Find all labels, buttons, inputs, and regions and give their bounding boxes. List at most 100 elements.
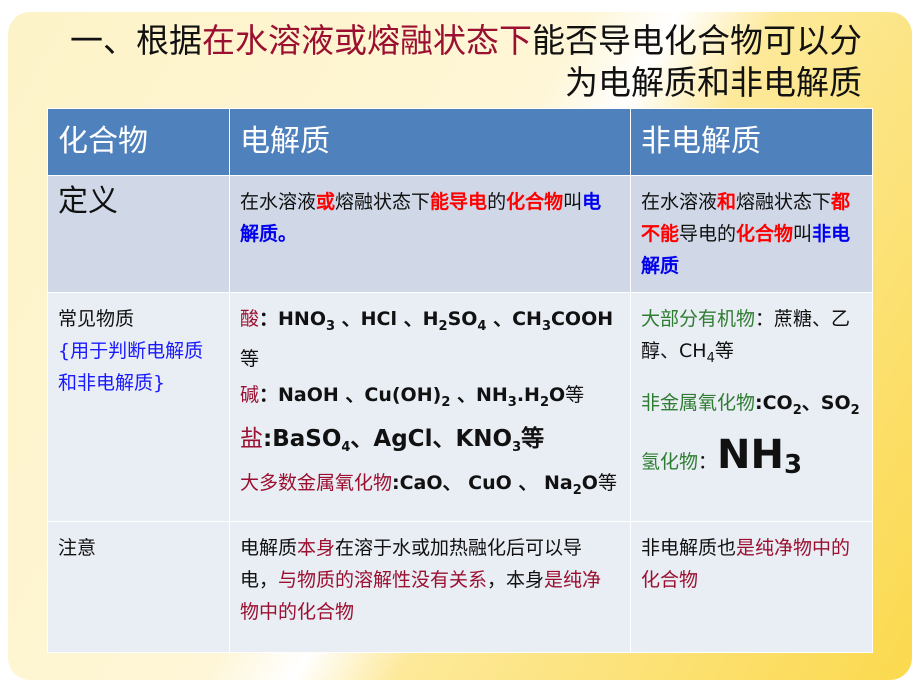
text-segment: 非电解质也 bbox=[641, 537, 737, 560]
text-segment: 2 bbox=[438, 318, 448, 334]
text-segment: O bbox=[549, 383, 566, 406]
text-segment: 电解质。 bbox=[240, 191, 602, 245]
text-segment: 能导电 bbox=[430, 191, 488, 213]
text-segment: 、SO bbox=[801, 391, 851, 414]
text-line: 盐:BaSO4、AgCl、KNO3等 bbox=[240, 423, 620, 464]
text-segment: 氢化物 bbox=[641, 450, 699, 473]
text-segment: :CO bbox=[755, 391, 793, 414]
text-segment: 碱 bbox=[240, 383, 260, 406]
text-segment: 叫 bbox=[563, 191, 583, 213]
text-segment: 2 bbox=[850, 402, 860, 418]
definition-electrolyte: 在水溶液或熔融状态下能导电的化合物叫电解质。 bbox=[229, 175, 631, 293]
text-segment: 是纯净物中的化合物 bbox=[240, 569, 602, 624]
text-segment: 熔融状态下 bbox=[335, 191, 431, 213]
text-segment: 的 bbox=[487, 191, 507, 213]
electrolyte-table: 化合物 电解质 非电解质 定义 在水溶液或熔融状态下能导电的化合物叫电解质。 在… bbox=[47, 108, 873, 654]
text-segment: 等 bbox=[240, 347, 260, 370]
text-segment: 都不能 bbox=[641, 191, 851, 245]
common-note: {用于判断电解质和非电解质} bbox=[58, 340, 204, 394]
text-segment: 等 bbox=[714, 340, 734, 362]
text-segment: 、AgCl、KNO bbox=[350, 425, 513, 452]
text-segment: 非电解质 bbox=[641, 223, 851, 277]
text-segment: ，本身 bbox=[487, 569, 545, 592]
definition-non-electrolyte: 在水溶液和熔融状态下都不能导电的化合物叫非电解质 bbox=[630, 175, 873, 293]
text-segment: 酸 bbox=[240, 308, 260, 330]
text-segment: 、NH bbox=[450, 383, 508, 406]
text-segment: 4 bbox=[706, 350, 715, 366]
text-segment: 或 bbox=[316, 191, 336, 213]
text-segment: 能否导电化合物可以分 bbox=[532, 21, 862, 60]
text-segment: 等 bbox=[597, 472, 617, 495]
text-segment: 导电的 bbox=[679, 223, 737, 245]
text-segment: 大部分有机物 bbox=[641, 308, 756, 330]
text-segment: 在水溶液 bbox=[641, 191, 718, 213]
text-segment: 4 bbox=[477, 318, 487, 334]
row-label-definition: 定义 bbox=[47, 175, 230, 293]
text-segment: 3 bbox=[507, 394, 517, 410]
text-segment: 3 bbox=[325, 318, 336, 334]
row-label-common: 常见物质 {用于判断电解质和非电解质} bbox=[47, 291, 230, 523]
text-segment: 3 bbox=[512, 439, 522, 455]
text-segment: 化合物 bbox=[506, 191, 564, 213]
text-segment: 2 bbox=[441, 394, 451, 410]
table-row-common: 常见物质 {用于判断电解质和非电解质} 酸：HNO3 、HCl 、H2SO4 、… bbox=[47, 291, 873, 523]
text-segment: 等 bbox=[521, 425, 545, 452]
text-segment: 化合物 bbox=[736, 223, 794, 245]
text-segment: 在水溶液 bbox=[240, 191, 317, 213]
text-segment: 、HCl 、H bbox=[335, 308, 439, 330]
text-segment: ：HNO bbox=[259, 308, 326, 330]
text-segment: 与物质的溶解性没有关系 bbox=[278, 569, 488, 592]
text-line: 氢化物：NH3 bbox=[641, 435, 862, 481]
text-segment: NH bbox=[717, 431, 784, 478]
text-segment: 电解质 bbox=[240, 537, 298, 560]
text-segment: 大多数金属氧化物 bbox=[240, 472, 393, 495]
text-segment: 2 bbox=[539, 394, 549, 410]
title-line-1: 一、根据在水溶液或熔融状态下能否导电化合物可以分 bbox=[42, 20, 862, 62]
header-compound: 化合物 bbox=[47, 108, 230, 176]
table-row-definition: 定义 在水溶液或熔融状态下能导电的化合物叫电解质。 在水溶液和熔融状态下都不能导… bbox=[47, 175, 873, 293]
text-segment: 等 bbox=[565, 383, 585, 406]
text-segment: 为电解质和非电解质 bbox=[565, 63, 862, 102]
text-segment: 一、根据 bbox=[70, 21, 202, 60]
text-segment: .H bbox=[516, 383, 540, 406]
text-segment: 、CH bbox=[486, 308, 542, 330]
text-segment: 3 bbox=[783, 449, 803, 480]
common-label: 常见物质 bbox=[58, 308, 135, 330]
text-segment: 在溶于水或加热融化后可以导电， bbox=[240, 537, 583, 592]
text-segment: 是纯净物中的化合物 bbox=[641, 537, 851, 592]
text-segment: 和 bbox=[717, 191, 737, 213]
text-line: 大部分有机物：蔗糖、乙醇、CH4等 bbox=[641, 303, 862, 375]
slide-title: 一、根据在水溶液或熔融状态下能否导电化合物可以分 为电解质和非电解质 bbox=[42, 20, 862, 104]
text-line: 碱：NaOH 、Cu(OH)2 、NH3.H2O等 bbox=[240, 379, 620, 419]
text-segment: 2 bbox=[572, 483, 582, 499]
text-segment: 本身 bbox=[297, 537, 336, 560]
text-segment: ： bbox=[698, 450, 718, 473]
text-segment: 3 bbox=[541, 318, 551, 334]
text-segment: ：蔗糖、乙醇、CH bbox=[641, 308, 851, 362]
text-segment: 2 bbox=[792, 402, 802, 418]
title-line-2: 为电解质和非电解质 bbox=[42, 62, 862, 104]
text-segment: 熔融状态下 bbox=[736, 191, 832, 213]
notes-non-electrolyte: 非电解质也是纯净物中的化合物 bbox=[630, 521, 873, 654]
text-segment: 非金属氧化物 bbox=[641, 391, 756, 414]
common-electrolyte: 酸：HNO3 、HCl 、H2SO4 、CH3COOH等 碱：NaOH 、Cu(O… bbox=[229, 291, 631, 523]
header-non-electrolyte: 非电解质 bbox=[630, 108, 873, 176]
text-segment: 4 bbox=[341, 439, 351, 455]
row-label-notes: 注意 bbox=[47, 521, 230, 654]
text-segment: 叫 bbox=[793, 223, 813, 245]
text-segment: ：NaOH 、Cu(OH) bbox=[259, 383, 442, 406]
text-line: 非金属氧化物:CO2、SO2 bbox=[641, 387, 862, 427]
text-segment: Na bbox=[537, 472, 573, 495]
text-line: 大多数金属氧化物:CaO、 CuO 、 Na2O等 bbox=[240, 467, 620, 507]
common-non-electrolyte: 大部分有机物：蔗糖、乙醇、CH4等 非金属氧化物:CO2、SO2 氢化物：NH3 bbox=[630, 291, 873, 523]
table-header-row: 化合物 电解质 非电解质 bbox=[47, 108, 873, 176]
notes-electrolyte: 电解质本身在溶于水或加热融化后可以导电，与物质的溶解性没有关系，本身是纯净物中的… bbox=[229, 521, 631, 654]
text-segment: 盐 bbox=[240, 425, 263, 452]
text-segment: :BaSO bbox=[263, 425, 342, 452]
text-segment: COOH bbox=[550, 308, 614, 330]
text-segment: 在水溶液或熔融状态下 bbox=[202, 21, 532, 60]
table-row-notes: 注意 电解质本身在溶于水或加热融化后可以导电，与物质的溶解性没有关系，本身是纯净… bbox=[47, 521, 873, 654]
text-segment: :CaO、 CuO 、 bbox=[392, 472, 538, 495]
text-segment: SO bbox=[447, 308, 478, 330]
text-line: 酸：HNO3 、HCl 、H2SO4 、CH3COOH等 bbox=[240, 303, 620, 375]
